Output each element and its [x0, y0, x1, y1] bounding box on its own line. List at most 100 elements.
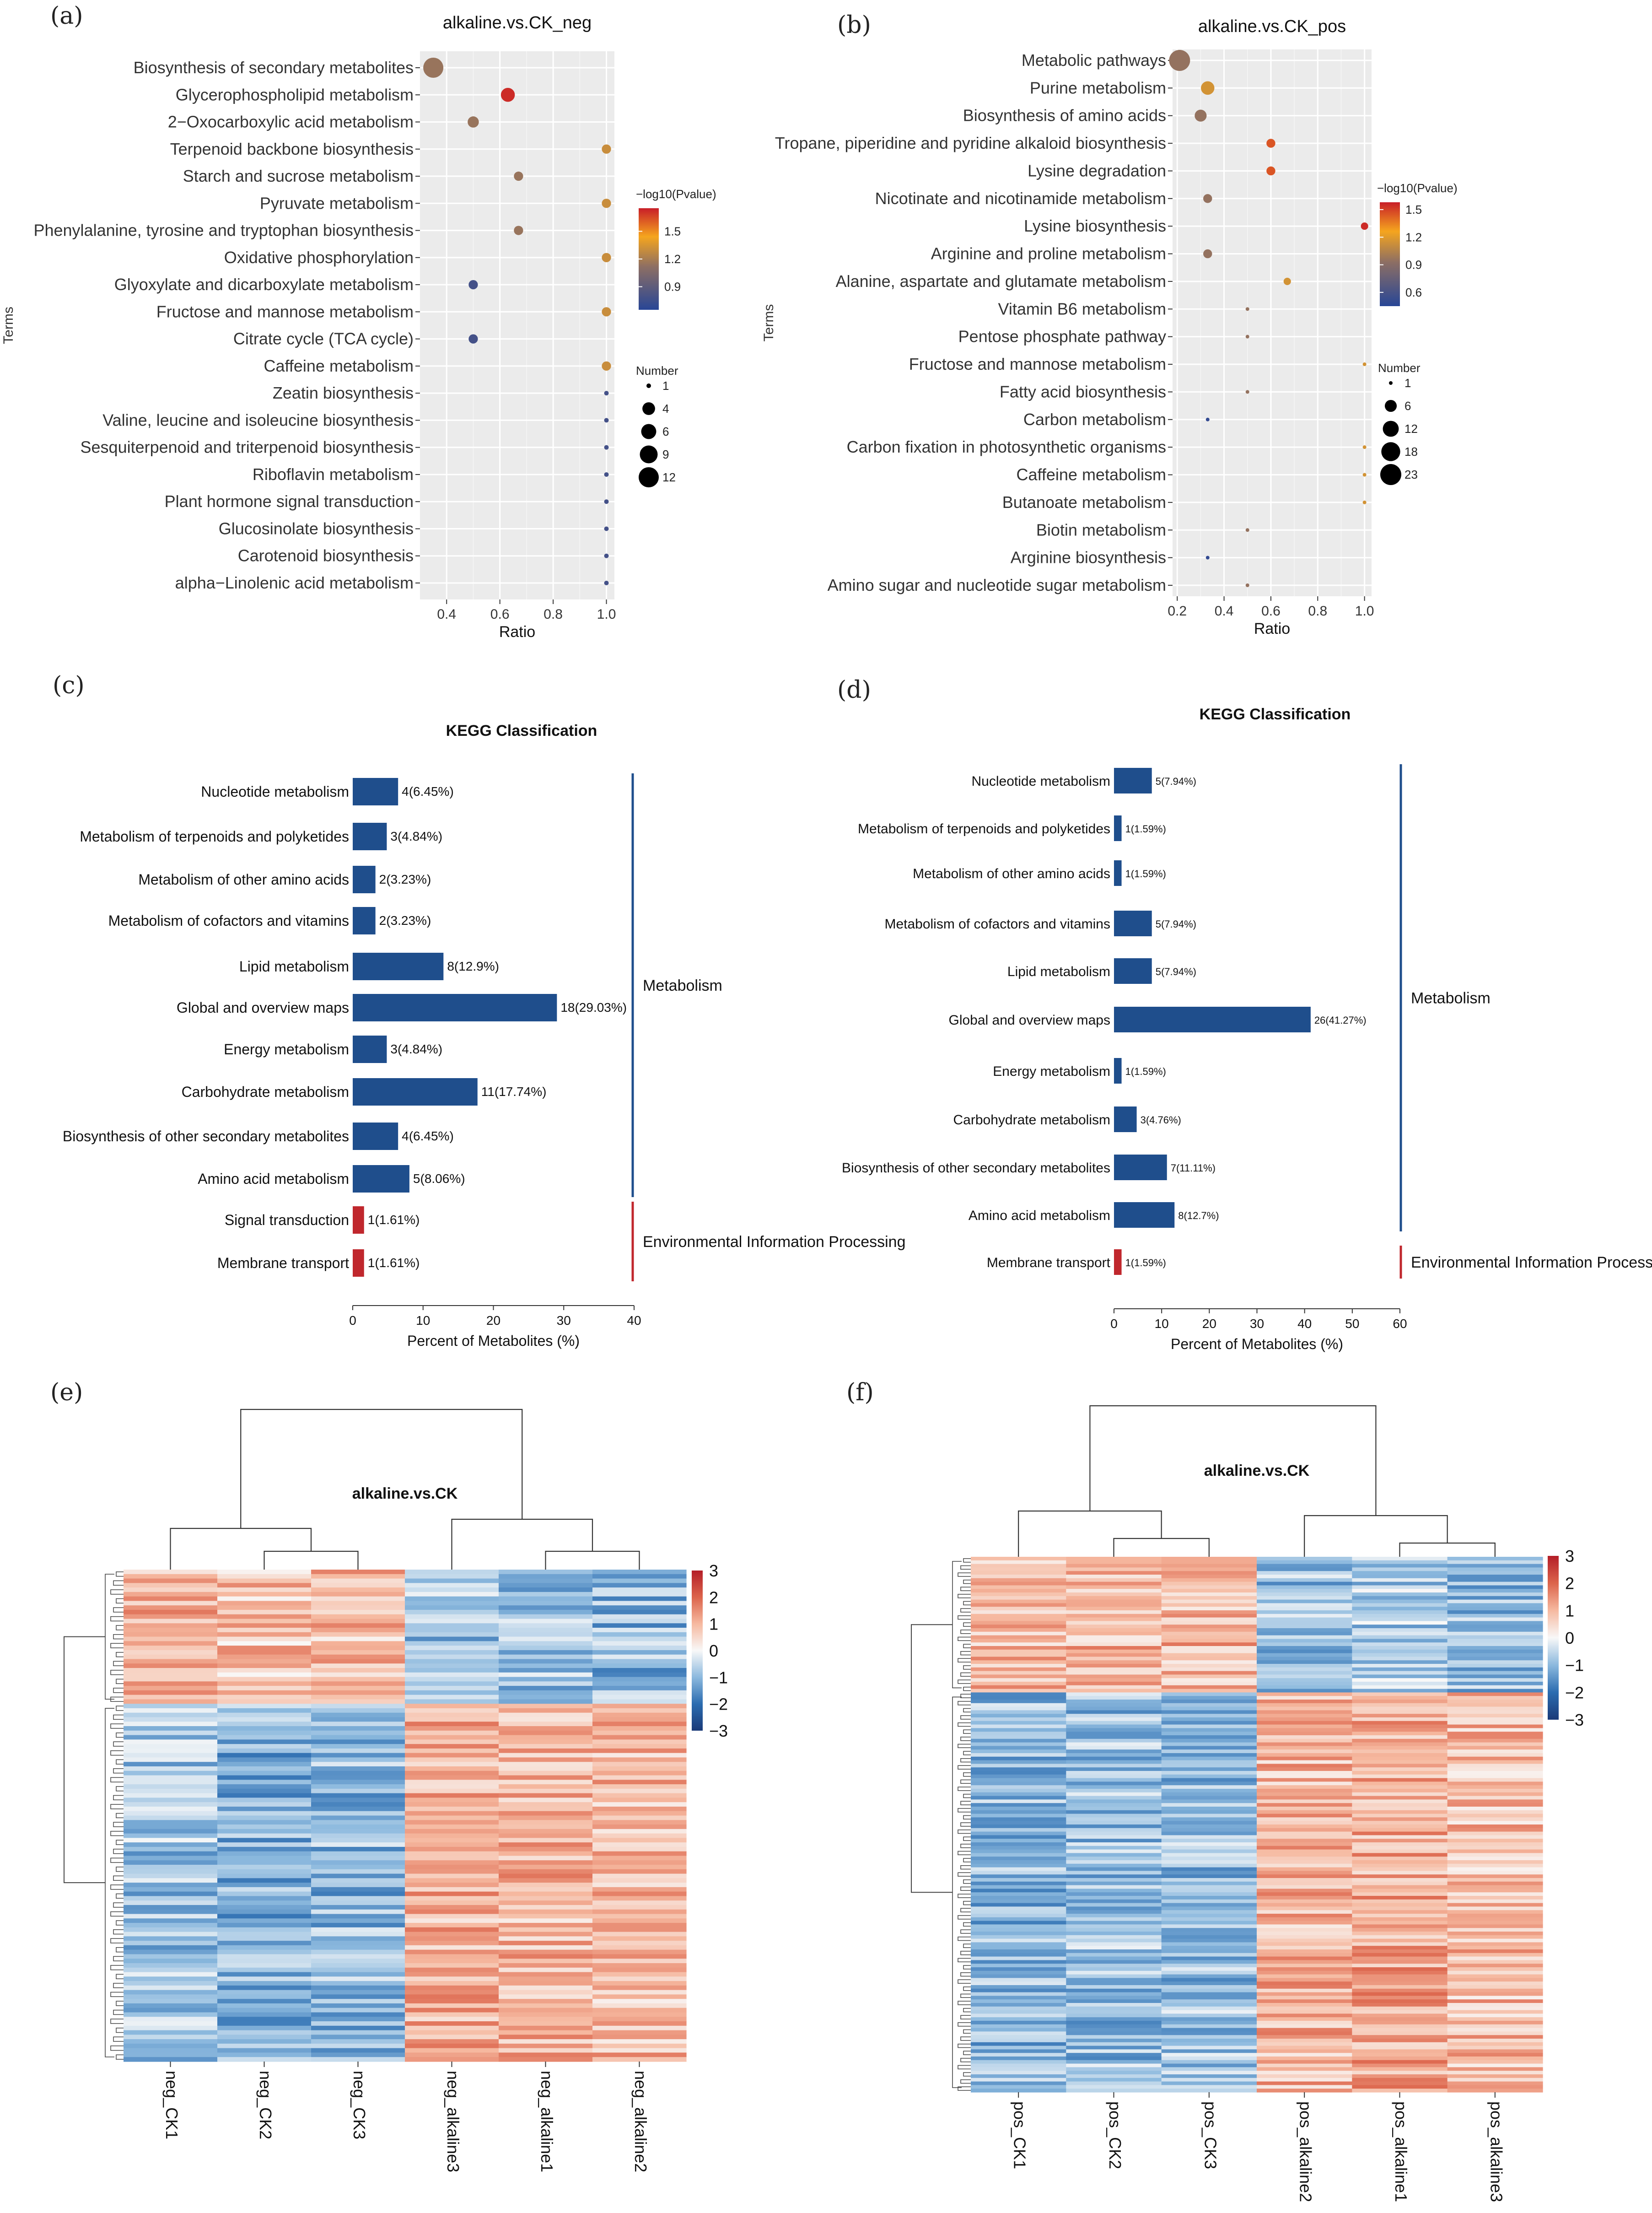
- bar: [1114, 911, 1152, 936]
- heatmap-cell: [499, 1712, 593, 1718]
- heatmap-cell: [217, 2048, 312, 2053]
- heatmap-cell: [1257, 1853, 1352, 1857]
- term-label: Metabolic pathways: [1022, 51, 1166, 70]
- heatmap-cell: [1161, 1960, 1257, 1964]
- category-label: Energy metabolism: [224, 1041, 349, 1058]
- heatmap-cell: [311, 1748, 405, 1754]
- heatmap-cell: [1066, 1764, 1162, 1768]
- heatmap-cell: [311, 2025, 405, 2031]
- heatmap-cell: [124, 1592, 218, 1597]
- row-dendrogram-branch: [958, 1636, 971, 1641]
- row-dendrogram-branch: [958, 2001, 971, 2005]
- heatmap-cell: [405, 1766, 499, 1771]
- data-point: [468, 116, 479, 128]
- heatmap-cell: [217, 1681, 312, 1686]
- bar-value-label: 5(7.94%): [1156, 918, 1196, 930]
- heatmap-cell: [217, 1878, 312, 1883]
- heatmap-cell: [124, 1587, 218, 1592]
- heatmap-cell: [217, 1632, 312, 1637]
- heatmap-cell: [1447, 1603, 1543, 1607]
- heatmap-cell: [124, 1762, 218, 1767]
- heatmap-cell: [499, 1856, 593, 1861]
- bar-value-label: 3(4.84%): [390, 829, 442, 843]
- heatmap-cell: [971, 1781, 1066, 1786]
- heatmap-cell: [405, 1578, 499, 1583]
- heatmap-cell: [311, 1954, 405, 1959]
- heatmap-cell: [971, 1696, 1066, 1700]
- heatmap-cell: [971, 1649, 1066, 1654]
- heatmap-cell: [1352, 2021, 1448, 2025]
- row-dendrogram-branch: [110, 1777, 124, 1782]
- heatmap-cell: [971, 1906, 1066, 1911]
- heatmap-cell: [1161, 1578, 1257, 1582]
- heatmap-cell: [1352, 2081, 1448, 2085]
- bar-value-label: 3(4.76%): [1141, 1114, 1181, 1126]
- heatmap-cell: [592, 1820, 687, 1825]
- heatmap-cell: [499, 1578, 593, 1583]
- bar: [1114, 1058, 1122, 1084]
- heatmap-cell: [217, 1770, 312, 1776]
- heatmap-cell: [499, 2021, 593, 2026]
- heatmap-cell: [405, 1574, 499, 1579]
- heatmap-cell: [1066, 1607, 1162, 1611]
- row-dendrogram-branch: [960, 1844, 971, 1848]
- heatmap-cell: [1352, 1992, 1448, 1996]
- heatmap-cell: [1066, 1778, 1162, 1782]
- heatmap-cell: [1066, 1874, 1162, 1878]
- heatmap-cell: [1161, 1614, 1257, 1618]
- bar: [353, 953, 444, 980]
- row-dendrogram-branch: [113, 1768, 124, 1774]
- heatmap-cell: [1257, 2031, 1352, 2035]
- heatmap-cell: [217, 1609, 312, 1615]
- heatmap-cell: [499, 1592, 593, 1597]
- heatmap-cell: [405, 1914, 499, 1919]
- heatmap-cell: [1447, 1821, 1543, 1825]
- heatmap-cell: [1447, 1899, 1543, 1904]
- heatmap-cell: [311, 1654, 405, 1660]
- data-point: [1362, 500, 1367, 504]
- dendrogram-branch: [1089, 1405, 1377, 1516]
- bar-value-label: 2(3.23%): [379, 872, 431, 886]
- heatmap-cell: [124, 1788, 218, 1794]
- heatmap-cell: [405, 1605, 499, 1610]
- size-legend-label: 6: [1404, 399, 1411, 413]
- heatmap-cell: [1447, 1696, 1543, 1700]
- heatmap-cell: [1352, 1928, 1448, 1932]
- heatmap-cell: [592, 1949, 687, 1955]
- heatmap-cell: [405, 1677, 499, 1682]
- row-dendrogram-branch: [963, 2029, 971, 2034]
- heatmap-cell: [1161, 2046, 1257, 2050]
- heatmap-cell: [311, 1708, 405, 1713]
- row-dendrogram-branch: [963, 1729, 971, 1734]
- category-label: Membrane transport: [217, 1255, 349, 1271]
- heatmap-cell: [217, 1757, 312, 1762]
- heatmap-cell: [217, 2025, 312, 2031]
- heatmap-cell: [1352, 2089, 1448, 2093]
- heatmap-cell: [971, 1642, 1066, 1646]
- heatmap-cell: [971, 2035, 1066, 2039]
- heatmap-cell: [499, 2039, 593, 2044]
- heatmap-cell: [1447, 1581, 1543, 1586]
- chart-title: alkaline.vs.CK: [1204, 1462, 1310, 1479]
- heatmap-cell: [1066, 2021, 1162, 2025]
- heatmap-cell: [1447, 1674, 1543, 1679]
- heatmap-cell: [1161, 1970, 1257, 1975]
- heatmap-cell: [592, 1748, 687, 1754]
- heatmap-cell: [592, 1941, 687, 1946]
- heatmap-cell: [1066, 2085, 1162, 2089]
- heatmap-cell: [592, 1878, 687, 1883]
- heatmap-cell: [1161, 1706, 1257, 1711]
- heatmap-cell: [1257, 1914, 1352, 1918]
- heatmap-cell: [971, 1764, 1066, 1768]
- heatmap-cell: [1447, 1860, 1543, 1864]
- row-dendrogram-branch: [105, 1574, 114, 1700]
- heatmap-cell: [311, 1686, 405, 1691]
- heatmap-cell: [971, 1921, 1066, 1925]
- heatmap-cell: [499, 1672, 593, 1678]
- heatmap-cell: [1066, 1899, 1162, 1904]
- row-dendrogram-branch: [116, 1598, 124, 1604]
- heatmap-cell: [1447, 1807, 1543, 1811]
- heatmap-cell: [311, 1695, 405, 1700]
- heatmap-cell: [592, 1976, 687, 1981]
- heatmap-cell: [1352, 1839, 1448, 1843]
